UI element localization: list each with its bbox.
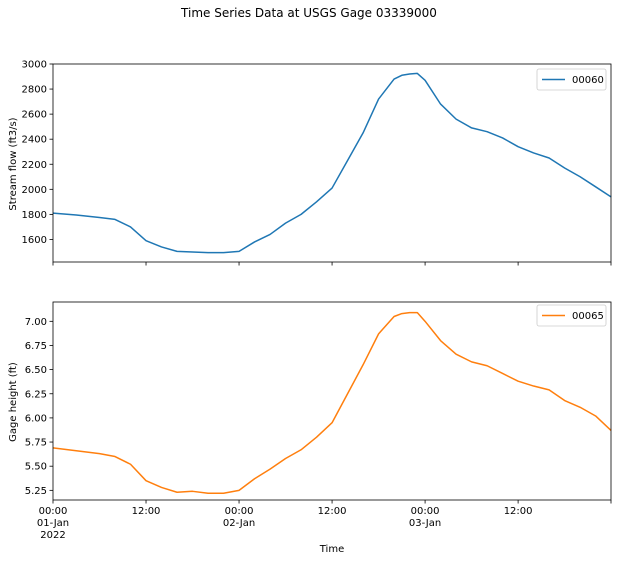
streamflow-ytick-label: 2400 — [22, 135, 47, 146]
gage-height-ytick-label: 5.50 — [25, 462, 47, 473]
streamflow-panel: Stream flow (ft3/s) 1600 1800 2000 2200 2400… — [8, 60, 612, 266]
streamflow-ytick-label: 2200 — [22, 160, 47, 171]
gage-height-ytick-label: 7.00 — [25, 317, 47, 328]
gage-height-ytick-label: 6.00 — [25, 413, 47, 424]
streamflow-yticks: 1600 1800 2000 2200 2400 2600 2800 3000 — [22, 60, 53, 246]
gage-height-ytick-label: 6.50 — [25, 365, 47, 376]
streamflow-series — [52, 72, 612, 254]
figure-title: Time Series Data at USGS Gage 03339000 — [180, 6, 437, 20]
gage-height-legend: 00065 — [536, 304, 607, 327]
gage-height-yticks: 5.25 5.50 5.75 6.00 6.25 6.50 6.75 7.00 — [25, 317, 53, 497]
gage-height-ytick-label: 5.75 — [25, 438, 47, 449]
gage-height-xtick-label: 2022 — [40, 530, 65, 541]
gage-height-plot-frame — [52, 301, 612, 501]
streamflow-ylabel: Stream flow (ft3/s) — [8, 117, 19, 210]
gage-height-series — [52, 311, 612, 494]
streamflow-legend-label: 00060 — [572, 75, 604, 86]
streamflow-ytick-label: 1800 — [22, 210, 47, 221]
streamflow-legend-box — [536, 68, 607, 91]
gage-height-xtick-label: 00:00 — [39, 506, 68, 517]
streamflow-ytick-label: 2800 — [22, 85, 47, 96]
gage-height-xtick-label: 00:00 — [411, 506, 440, 517]
streamflow-ytick-label: 3000 — [22, 60, 47, 71]
gage-height-ytick-label: 5.25 — [25, 486, 47, 497]
streamflow-plot-frame — [52, 63, 612, 263]
streamflow-ytick-label: 2000 — [22, 185, 47, 196]
gage-height-ylabel: Gage height (ft) — [8, 362, 19, 442]
streamflow-ytick-label: 1600 — [22, 235, 47, 246]
time-xlabel: Time — [319, 544, 344, 555]
gage-height-ytick-label: 6.75 — [25, 341, 47, 352]
gage-height-xtick-label: 12:00 — [132, 506, 161, 517]
streamflow-series-line — [52, 72, 612, 254]
gage-height-xtick-label: 03-Jan — [409, 518, 441, 529]
gage-height-xtick-label: 12:00 — [318, 506, 347, 517]
streamflow-legend: 00060 — [536, 68, 607, 91]
streamflow-xticks — [52, 262, 612, 266]
gage-height-xtick-label: 01-Jan — [37, 518, 69, 529]
gage-height-xtick-label: 02-Jan — [223, 518, 255, 529]
gage-height-legend-box — [536, 304, 607, 327]
streamflow-ytick-label: 2600 — [22, 110, 47, 121]
gage-height-xtick-label: 00:00 — [225, 506, 254, 517]
gage-height-ytick-label: 6.25 — [25, 389, 47, 400]
gage-height-series-line — [52, 311, 612, 494]
gage-height-panel: Gage height (ft) 5.25 5.50 5.75 6.00 6.25 6.5… — [8, 301, 612, 555]
gage-height-legend-label: 00065 — [572, 311, 604, 322]
gage-height-xtick-label: 12:00 — [504, 506, 533, 517]
